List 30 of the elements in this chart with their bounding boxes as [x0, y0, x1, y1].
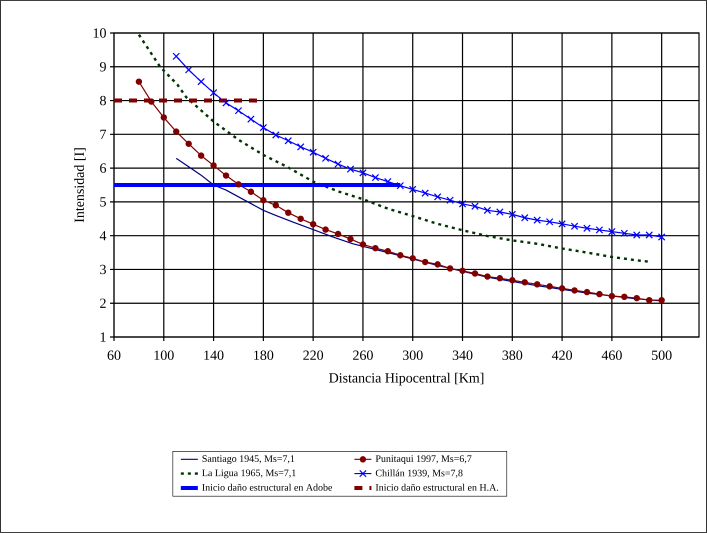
y-tick-label: 1	[100, 332, 106, 342]
x-tick-label: 420	[552, 350, 572, 360]
x-tick-label: 300	[402, 350, 423, 360]
x-tick-label: 220	[303, 350, 324, 360]
x-tick-label: 260	[353, 350, 373, 360]
x-tick-label: 500	[652, 350, 672, 360]
y-tick-label: 6	[100, 163, 106, 173]
x-tick-label: 340	[452, 350, 472, 360]
y-tick-label: 9	[100, 62, 106, 72]
x-tick-label: 380	[502, 350, 522, 360]
y-tick-label: 4	[100, 231, 106, 240]
x-tick-label: 460	[602, 350, 622, 360]
y-tick-label: 3	[100, 264, 106, 274]
legend-label: Inicio daño estructural en Adobe	[202, 484, 332, 491]
y-tick-label: 10	[94, 28, 106, 38]
legend-label: Punitaqui 1997, Ms=6,7	[376, 455, 472, 464]
y-axis-title: Intensidad [I]	[74, 148, 86, 222]
legend-label: La Ligua 1965, Ms=7,1	[202, 470, 296, 478]
y-tick-label: 2	[100, 298, 106, 308]
y-tick-label: 5	[100, 197, 106, 207]
y-tick-label: 7	[100, 130, 106, 139]
x-tick-label: 100	[154, 350, 174, 360]
x-tick-label: 140	[204, 350, 224, 360]
x-tick-label: 180	[254, 350, 274, 360]
y-tick-label: 8	[100, 96, 106, 106]
legend-label: Inicio daño estructural en H.A.	[376, 484, 498, 491]
x-tick-label: 60	[108, 350, 120, 360]
x-axis-title: Distancia Hipocentral [Km]	[329, 372, 484, 386]
legend-label: Santiago 1945, Ms=7,1	[202, 455, 294, 464]
legend-label: Chillán 1939, Ms=7,8	[376, 469, 463, 478]
